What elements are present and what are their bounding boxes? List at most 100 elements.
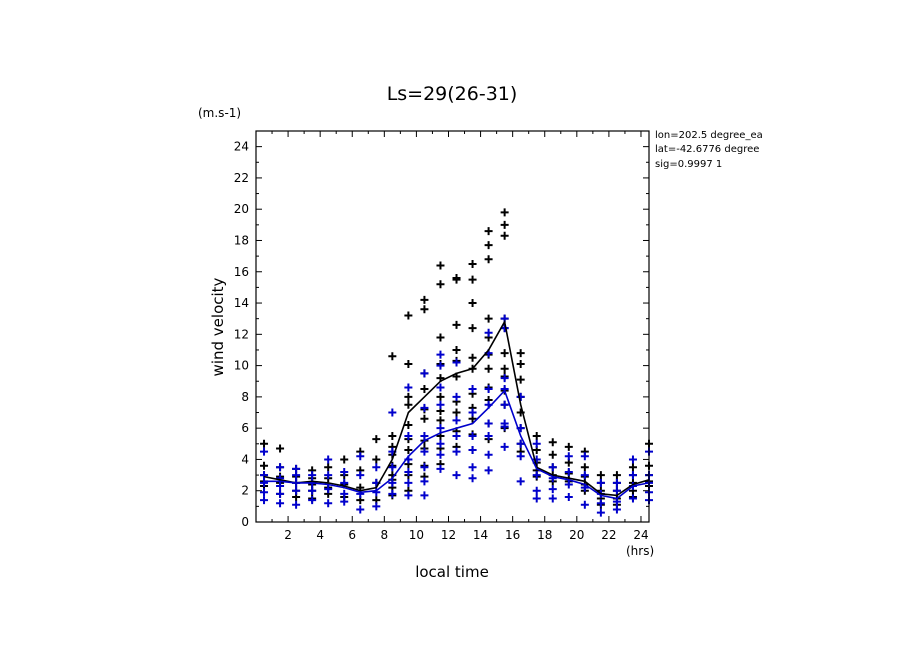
data-point-cross: [324, 455, 333, 464]
data-point-cross: [372, 455, 381, 464]
y-tick-label: 0: [241, 515, 249, 529]
data-point-cross: [276, 489, 285, 498]
data-point-cross: [436, 361, 445, 370]
y-tick-label: 16: [234, 265, 249, 279]
y-tick-label: 18: [234, 233, 249, 247]
data-point-cross: [308, 486, 317, 495]
y-tick-label: 4: [241, 452, 249, 466]
y-tick-label: 12: [234, 327, 249, 341]
x-tick-label: 4: [316, 528, 324, 542]
data-point-cross: [580, 463, 589, 472]
data-point-cross: [436, 350, 445, 359]
plot-area: [260, 208, 653, 517]
data-point-cross: [420, 403, 429, 412]
x-tick-label: 24: [633, 528, 648, 542]
data-point-cross: [420, 431, 429, 440]
x-axis-label: local time: [415, 563, 489, 581]
data-point-cross: [420, 295, 429, 304]
data-point-cross: [404, 467, 413, 476]
info-sigma: sig=0.9997 1: [655, 159, 722, 170]
x-axis-unit: (hrs): [626, 544, 654, 558]
data-point-cross: [420, 369, 429, 378]
data-point-cross: [340, 489, 349, 498]
data-point-cross: [500, 364, 509, 373]
data-point-cross: [388, 489, 397, 498]
data-point-cross: [388, 352, 397, 361]
data-point-cross: [436, 450, 445, 459]
data-point-cross: [292, 471, 301, 480]
data-point-cross: [436, 424, 445, 433]
x-tick-label: 22: [601, 528, 616, 542]
data-point-cross: [532, 471, 541, 480]
data-point-cross: [436, 439, 445, 448]
data-point-cross: [260, 447, 269, 456]
data-point-cross: [420, 491, 429, 500]
data-point-cross: [628, 471, 637, 480]
data-point-cross: [452, 345, 461, 354]
data-point-cross: [516, 439, 525, 448]
data-point-cross: [612, 486, 621, 495]
x-tick-label: 20: [569, 528, 584, 542]
data-point-cross: [420, 385, 429, 394]
data-point-cross: [260, 478, 269, 487]
data-point-cross: [468, 431, 477, 440]
data-point-cross: [564, 467, 573, 476]
y-tick-label: 10: [234, 359, 249, 373]
data-point-cross: [436, 333, 445, 342]
data-point-cross: [548, 463, 557, 472]
data-point-cross: [452, 447, 461, 456]
data-point-cross: [516, 477, 525, 486]
y-tick-label: 2: [241, 484, 249, 498]
x-tick-label: 18: [537, 528, 552, 542]
data-point-cross: [564, 442, 573, 451]
data-point-cross: [580, 500, 589, 509]
data-point-cross: [404, 311, 413, 320]
data-point-cross: [628, 463, 637, 472]
y-tick-label: 8: [241, 390, 249, 404]
data-point-cross: [516, 452, 525, 461]
x-tick-label: 10: [409, 528, 424, 542]
data-point-cross: [516, 349, 525, 358]
data-point-cross: [260, 471, 269, 480]
data-point-cross: [468, 446, 477, 455]
data-point-cross: [452, 416, 461, 425]
x-tick-label: 12: [441, 528, 456, 542]
data-point-cross: [356, 471, 365, 480]
data-point-cross: [372, 502, 381, 511]
data-point-cross: [436, 261, 445, 270]
data-point-cross: [436, 392, 445, 401]
data-point-cross: [500, 442, 509, 451]
y-axis-label: wind velocity: [209, 277, 227, 376]
data-point-cross: [500, 349, 509, 358]
data-point-cross: [292, 486, 301, 495]
data-point-cross: [260, 439, 269, 448]
data-point-cross: [404, 360, 413, 369]
data-point-cross: [564, 452, 573, 461]
data-point-cross: [628, 494, 637, 503]
data-point-cross: [532, 494, 541, 503]
axis-ticks: 2 4 6 8 10 12 14 16 18 20 22 2402468101214161820222…: [234, 131, 649, 542]
data-point-cross: [388, 478, 397, 487]
data-point-cross: [548, 450, 557, 459]
data-point-cross: [468, 353, 477, 362]
data-point-cross: [404, 446, 413, 455]
data-point-cross: [628, 455, 637, 464]
data-point-cross: [340, 497, 349, 506]
y-tick-label: 24: [234, 140, 249, 154]
data-point-cross: [484, 364, 493, 373]
data-point-cross: [484, 328, 493, 337]
data-point-cross: [596, 499, 605, 508]
y-tick-label: 20: [234, 202, 249, 216]
data-point-cross: [404, 491, 413, 500]
data-point-cross: [468, 463, 477, 472]
y-tick-label: 22: [234, 171, 249, 185]
data-point-cross: [276, 444, 285, 453]
data-point-cross: [372, 463, 381, 472]
data-point-cross: [516, 392, 525, 401]
data-point-cross: [420, 463, 429, 472]
data-point-cross: [612, 471, 621, 480]
data-point-cross: [308, 471, 317, 480]
data-point-cross: [324, 499, 333, 508]
data-point-cross: [436, 280, 445, 289]
x-tick-label: 8: [381, 528, 389, 542]
